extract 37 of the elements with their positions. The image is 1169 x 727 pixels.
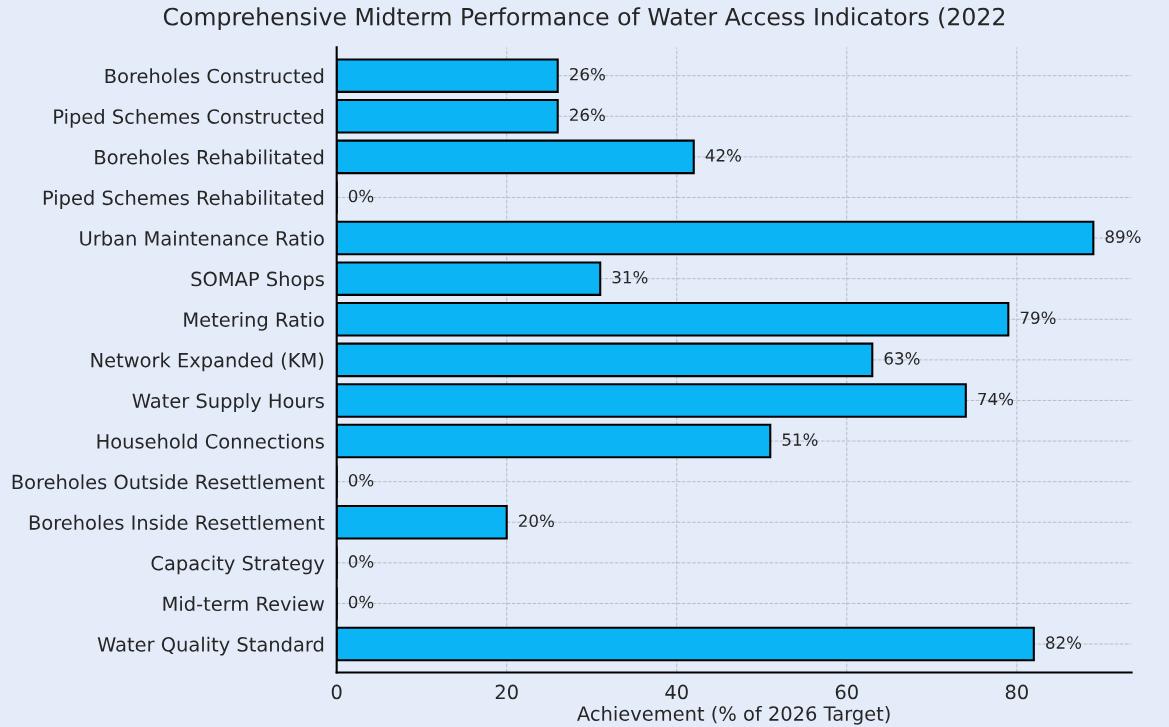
x-tick-label: 40 <box>665 684 688 700</box>
y-tick-label: Water Quality Standard <box>97 636 324 656</box>
data-label: 20% <box>519 514 554 528</box>
data-label: 51% <box>782 433 818 446</box>
data-label: 0% <box>348 473 374 487</box>
y-tick-label: Capacity Strategy <box>151 555 325 575</box>
x-tick-label: 20 <box>495 684 518 700</box>
chart-title: Comprehensive Midterm Performance of Water Access Indicators (2022 <box>163 7 1005 31</box>
data-label: 0% <box>348 555 374 568</box>
y-tick-label: Piped Schemes Rehabilitated <box>43 190 324 209</box>
y-tick-label: Network Expanded (KM) <box>91 352 324 372</box>
y-tick-label: Boreholes Rehabilitated <box>95 149 324 165</box>
y-tick-label: Urban Maintenance Ratio <box>80 230 324 246</box>
data-label: 31% <box>612 270 648 284</box>
y-tick-label: Boreholes Inside Resettlement <box>29 514 325 530</box>
y-tick-label: Piped Schemes Constructed <box>54 108 324 128</box>
y-tick-label: Household Connections <box>97 433 324 449</box>
x-axis-title: Achievement (% of 2026 Target) <box>577 705 890 725</box>
data-label: 79% <box>1020 311 1056 325</box>
y-tick-label: Mid-term Review <box>163 596 325 612</box>
data-label: 26% <box>570 108 605 122</box>
data-label: 42% <box>705 149 741 162</box>
x-tick-label: 60 <box>835 684 858 700</box>
y-tick-label: Metering Ratio <box>184 311 324 331</box>
data-label: 0% <box>348 595 374 609</box>
data-label: 26% <box>570 67 605 81</box>
x-tick-label: 0 <box>331 684 342 700</box>
y-tick-label: SOMAP Shops <box>191 271 324 291</box>
data-label: 63% <box>884 352 920 365</box>
y-tick-label: Boreholes Outside Resettlement <box>12 474 325 490</box>
x-tick-label: 80 <box>1005 684 1028 700</box>
data-label: 82% <box>1046 636 1082 649</box>
y-tick-label: Boreholes Constructed <box>105 68 324 84</box>
data-label: 74% <box>978 392 1014 406</box>
data-label: 89% <box>1105 230 1141 243</box>
data-label: 0% <box>348 189 374 203</box>
y-tick-label: Water Supply Hours <box>132 393 324 412</box>
